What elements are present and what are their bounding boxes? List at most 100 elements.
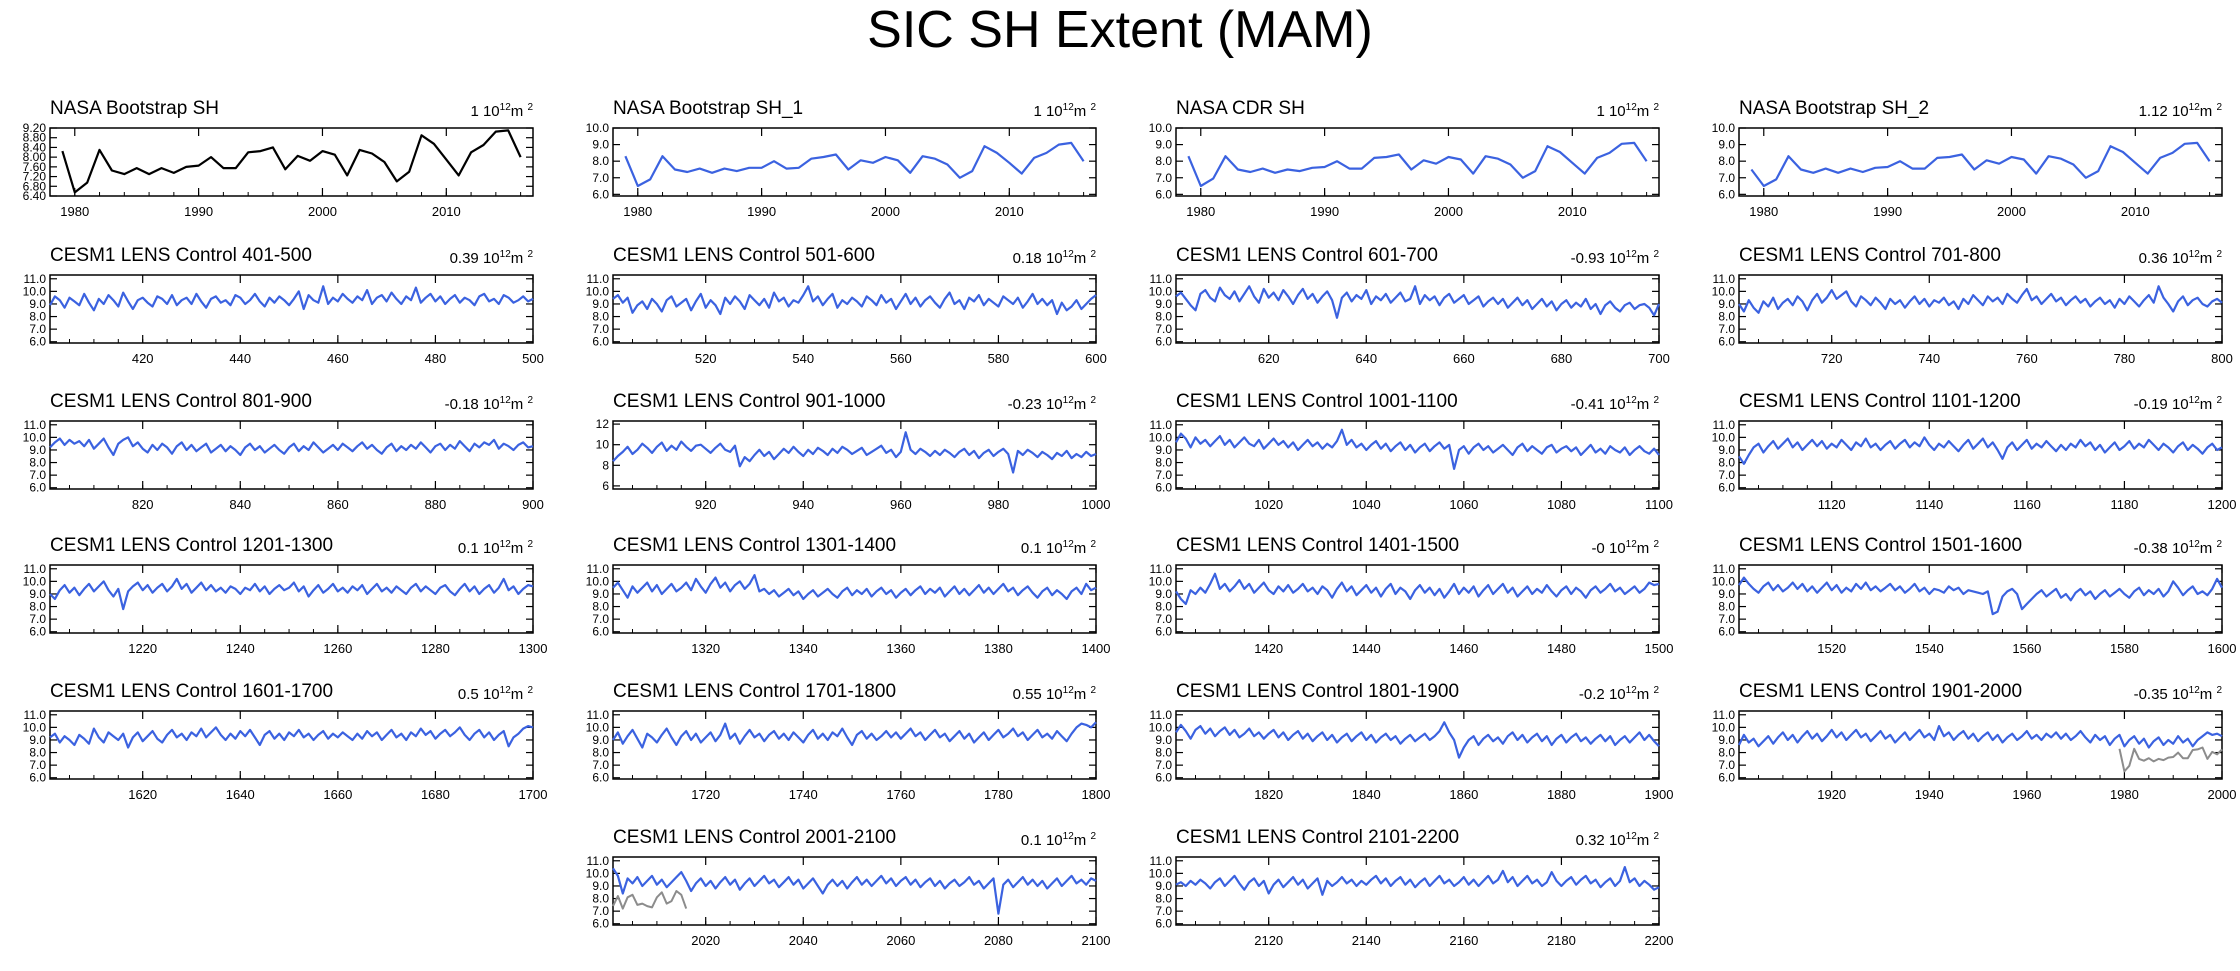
y-tick-label: 10 — [596, 438, 610, 452]
y-tick-label: 10.0 — [586, 121, 610, 135]
x-tick-label: 1000 — [1082, 497, 1111, 512]
y-tick-label: 7.0 — [1155, 904, 1172, 918]
x-tick-label: 1500 — [1645, 641, 1674, 656]
trend-trend-exp: 12 — [1625, 395, 1637, 406]
y-tick-label: 6.0 — [1155, 771, 1172, 785]
panel-title: CESM1 LENS Control 2001-2100 — [613, 827, 897, 848]
trend-trend-exp: 12 — [1062, 831, 1074, 842]
panel-title: CESM1 LENS Control 701-800 — [1739, 245, 2001, 266]
y-tick-label: 6.0 — [1718, 481, 1735, 495]
y-tick-label: 9.0 — [592, 879, 609, 893]
trend-trend-unit-exp: 2 — [1653, 539, 1659, 550]
x-tick-label: 1800 — [1082, 787, 1111, 802]
x-tick-label: 720 — [1821, 351, 1843, 366]
trend-trend-exp: 12 — [499, 102, 511, 113]
series-line — [49, 725, 534, 749]
plot-frame — [612, 710, 1097, 780]
y-tick-label: 8.0 — [1718, 456, 1735, 470]
y-tick-label: 10.0 — [1712, 574, 1736, 588]
line-plot: 1980 1990 2000 2010 6.0 7.0 8.0 9.0 10.0 — [1149, 121, 1660, 219]
plot-frame — [1738, 274, 2223, 344]
y-tick-label: 8.80 — [23, 131, 47, 145]
y-tick-label: 8.00 — [23, 150, 47, 164]
trend-trend-value: 0.1 — [1020, 540, 1042, 557]
y-tick-label: 8.0 — [1155, 600, 1172, 614]
x-tick-label: 980 — [988, 497, 1010, 512]
trend-trend-unit: 10 — [1608, 103, 1626, 120]
chart-panel: CESM1 LENS Control 501-600 0.18 1012m 2 52… — [586, 245, 1107, 377]
panel-title: CESM1 LENS Control 1601-1700 — [50, 681, 334, 702]
trend-trend-exp: 12 — [1625, 831, 1637, 842]
y-tick-label: 11.0 — [1713, 708, 1736, 722]
series-line — [1738, 285, 2223, 314]
y-tick-label: 8.0 — [1155, 746, 1172, 760]
trend-trend-unit-suffix: m — [510, 540, 524, 557]
x-tick-label: 1980 — [1186, 204, 1215, 219]
trend-label: 1 1012m 2 — [1033, 102, 1096, 120]
trend-trend-unit-exp: 2 — [1653, 102, 1659, 113]
trend-label: 0.1 1012m 2 — [458, 539, 533, 557]
trend-trend-value: -0.35 — [2133, 686, 2168, 703]
y-tick-label: 10.0 — [1149, 574, 1173, 588]
x-tick-label: 1020 — [1254, 497, 1283, 512]
trend-trend-unit: 10 — [482, 396, 500, 413]
trend-trend-unit: 10 — [1608, 396, 1626, 413]
line-plot: 1920 1940 1960 1980 2000 6.07.08.09.010.011.0 — [1712, 708, 2237, 802]
chart-panel: CESM1 LENS Control 1901-2000 -0.35 1012m … — [1712, 681, 2237, 813]
y-tick-label: 8.0 — [1155, 154, 1172, 168]
x-tick-label: 1780 — [984, 787, 1013, 802]
plot-frame — [1175, 856, 1660, 926]
y-tick-label: 6.0 — [1718, 187, 1735, 201]
x-tick-label: 1520 — [1817, 641, 1846, 656]
trend-trend-unit-exp: 2 — [527, 249, 533, 260]
y-tick-label: 11.0 — [1150, 272, 1173, 286]
y-tick-label: 7.0 — [592, 171, 609, 185]
panel-title: CESM1 LENS Control 501-600 — [613, 245, 875, 266]
trend-trend-unit-exp: 2 — [527, 539, 533, 550]
x-tick-label: 2140 — [1352, 933, 1381, 948]
trend-label: -0.38 1012m 2 — [2134, 539, 2222, 557]
plot-frame — [1175, 274, 1660, 344]
y-tick-label: 6.0 — [1718, 771, 1735, 785]
trend-trend-value: -0.18 — [444, 396, 479, 413]
trend-trend-unit: 10 — [2171, 396, 2189, 413]
y-tick-label: 6 — [602, 479, 609, 493]
x-tick-label: 1980 — [2110, 787, 2139, 802]
plot-frame — [49, 274, 534, 344]
y-tick-label: 6.0 — [1155, 335, 1172, 349]
chart-panel: CESM1 LENS Control 701-800 0.36 1012m 2 72… — [1712, 245, 2233, 377]
panel-title: CESM1 LENS Control 1901-2000 — [1739, 681, 2023, 702]
x-tick-label: 1040 — [1352, 497, 1381, 512]
x-tick-label: 1990 — [1310, 204, 1339, 219]
line-plot: 2120 2140 2160 2180 2200 6.07.08.09.010.011.0 — [1149, 854, 1674, 948]
trend-trend-unit-exp: 2 — [1090, 831, 1096, 842]
panel-title: CESM1 LENS Control 801-900 — [50, 391, 312, 412]
trend-trend-value: 1.12 — [2138, 103, 2168, 120]
chart-panel: CESM1 LENS Control 1501-1600 -0.38 1012m … — [1712, 535, 2237, 667]
trend-trend-unit-suffix: m — [510, 250, 524, 267]
y-tick-label: 7.0 — [1155, 758, 1172, 772]
chart-panel: CESM1 LENS Control 1801-1900 -0.2 1012m 2… — [1149, 681, 1674, 813]
y-tick-label: 6.0 — [592, 917, 609, 931]
x-tick-label: 2200 — [1645, 933, 1674, 948]
y-tick-label: 7.0 — [592, 322, 609, 336]
x-tick-label: 1760 — [886, 787, 915, 802]
y-tick-label: 11.0 — [587, 708, 610, 722]
trend-trend-unit: 10 — [1045, 103, 1063, 120]
trend-trend-unit: 10 — [1045, 250, 1063, 267]
trend-trend-unit: 10 — [2171, 103, 2189, 120]
line-plot: 720 740 760 780 800 6.07.08.09.010.011.0 — [1712, 272, 2233, 366]
series-line — [49, 577, 534, 611]
series-line — [612, 574, 1097, 601]
trend-trend-unit-exp: 2 — [2216, 685, 2222, 696]
y-tick-label: 7.20 — [23, 170, 47, 184]
y-tick-label: 7.0 — [29, 612, 46, 626]
y-tick-label: 7.0 — [1155, 322, 1172, 336]
y-tick-label: 8.0 — [592, 746, 609, 760]
y-tick-label: 9.0 — [1718, 138, 1735, 152]
figure-title: SIC SH Extent (MAM) — [867, 1, 1373, 59]
x-tick-label: 1880 — [1547, 787, 1576, 802]
trend-trend-exp: 12 — [1062, 685, 1074, 696]
y-tick-label: 9.0 — [29, 587, 46, 601]
